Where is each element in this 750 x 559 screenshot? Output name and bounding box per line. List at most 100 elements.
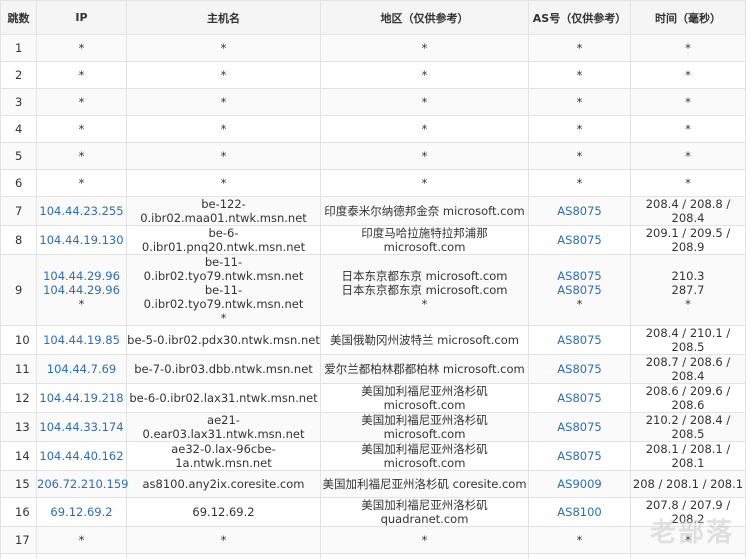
cell: AS8075 <box>528 412 631 442</box>
cell: * <box>36 169 127 197</box>
hop-row: 18103.79.78.127103.79.78.127美国加利福尼亚州洛杉矶 … <box>0 553 746 559</box>
cell: AS8075 <box>528 196 631 226</box>
link[interactable]: AS8075 <box>557 269 602 283</box>
hop-row: 11 104.44.7.69 be-7-0.ibr03.dbb.ntwk.msn.n… <box>0 354 746 384</box>
link[interactable]: 104.44.19.130 <box>39 233 124 247</box>
cell-text: ae32-0.lax-96cbe-1a.ntwk.msn.net <box>171 442 276 470</box>
cell-text: 美国加利福尼亚州洛杉矶 coresite.com <box>322 477 527 491</box>
cell: * <box>528 526 631 554</box>
cell-text: as8100.any2ix.coresite.com <box>142 477 305 491</box>
cell-text: be-11-0.ibr02.tyo79.ntwk.msn.net <box>143 283 304 311</box>
cell: be-7-0.ibr03.dbb.ntwk.msn.net <box>126 354 321 384</box>
link[interactable]: AS8075 <box>557 233 602 247</box>
cell-text: * <box>685 297 691 311</box>
cell-text: * <box>220 68 227 82</box>
cell: * <box>36 115 127 143</box>
cell: * <box>126 115 321 143</box>
cell: 14 <box>0 441 37 471</box>
hop-row: 1 * * * * * <box>0 34 746 62</box>
hop-row: 10 104.44.19.85 be-5-0.ibr02.pdx30.ntwk.ms… <box>0 325 746 355</box>
link[interactable]: 104.44.33.174 <box>39 420 124 434</box>
cell-text: 印度马哈拉施特拉邦浦那 microsoft.com <box>361 226 488 254</box>
cell-text: 6 <box>15 176 23 190</box>
link[interactable]: 104.44.29.96 <box>43 269 120 283</box>
cell: ae21-0.ear03.lax31.ntwk.msn.net <box>126 412 321 442</box>
cell: 美国加利福尼亚州洛杉矶 microsoft.com <box>320 383 529 413</box>
cell: 9 <box>0 254 37 326</box>
cell: 208.6 / 209.6 / 208.6 <box>630 383 746 413</box>
cell-text: 美国加利福尼亚州洛杉矶 microsoft.com <box>361 413 488 441</box>
cell: AS8075 <box>528 325 631 355</box>
cell-text: 美国加利福尼亚州洛杉矶 quadranet.com <box>361 498 488 526</box>
cell: 7 <box>0 196 37 226</box>
cell: 13 <box>0 412 37 442</box>
cell: 爱尔兰都柏林郡都柏林 microsoft.com <box>320 354 529 384</box>
cell: 8 <box>0 225 37 255</box>
cell-text: be-7-0.ibr03.dbb.ntwk.msn.net <box>134 362 313 376</box>
link[interactable]: 69.12.69.2 <box>50 505 113 519</box>
link[interactable]: AS8075 <box>557 362 602 376</box>
cell: 208.7 / 208.6 / 208.4 <box>630 354 746 384</box>
link[interactable]: AS8075 <box>557 333 602 347</box>
cell-text: * <box>78 122 85 136</box>
cell-text: 208.6 / 209.6 / 208.6 <box>645 384 731 412</box>
cell: be-5-0.ibr02.pdx30.ntwk.msn.net <box>126 325 321 355</box>
link[interactable]: AS8075 <box>557 204 602 218</box>
cell: 104.44.19.130 <box>36 225 127 255</box>
link[interactable]: AS8075 <box>557 283 602 297</box>
cell-text: 208.4 / 210.1 / 208.5 <box>645 326 731 354</box>
hop-row: 3 * * * * * <box>0 88 746 116</box>
cell: 210.3 287.7 * <box>630 254 746 326</box>
link[interactable]: 104.44.29.96 <box>43 283 120 297</box>
cell: 4 <box>0 115 37 143</box>
cell: * <box>126 34 321 62</box>
link[interactable]: 104.44.23.255 <box>39 204 124 218</box>
cell-text: 印度泰米尔纳德邦金奈 microsoft.com <box>324 204 525 218</box>
hop-row: 17 * * * * * <box>0 526 746 554</box>
cell-text: be-11-0.ibr02.tyo79.ntwk.msn.net <box>143 255 304 283</box>
cell-text: 12 <box>15 391 30 405</box>
cell: 103.79.78.127 <box>126 553 321 559</box>
cell: 美国加利福尼亚州洛杉矶 microsoft.com <box>320 412 529 442</box>
link[interactable]: AS8075 <box>557 391 602 405</box>
cell-text: 208.1 / 208.1 / 208.1 <box>645 442 731 470</box>
link[interactable]: AS8075 <box>557 449 602 463</box>
link[interactable]: AS9009 <box>557 477 602 491</box>
hop-row: 8 104.44.19.130 be-6-0.ibr01.pnq20.ntwk.ms… <box>0 225 746 255</box>
cell-text: 9 <box>15 283 23 297</box>
cell-text: * <box>220 176 227 190</box>
cell-text: 208.7 / 208.6 / 208.4 <box>645 355 731 383</box>
cell-text: be-6-0.ibr01.pnq20.ntwk.msn.net <box>141 226 306 254</box>
cell-text: 8 <box>15 233 23 247</box>
cell-text: 210.2 / 208.4 / 208.5 <box>645 413 731 441</box>
cell: * <box>320 34 529 62</box>
cell: * <box>630 526 746 554</box>
link[interactable]: AS8100 <box>557 505 602 519</box>
link[interactable]: 104.44.40.162 <box>39 449 124 463</box>
link[interactable]: 104.44.19.218 <box>39 391 124 405</box>
cell: 104.44.7.69 <box>36 354 127 384</box>
cell: as8100.any2ix.coresite.com <box>126 470 321 498</box>
cell-text: 日本东京都东京 microsoft.com <box>341 269 508 283</box>
cell: * <box>36 88 127 116</box>
link[interactable]: AS8075 <box>557 420 602 434</box>
cell: * <box>528 115 631 143</box>
cell-text: 208.4 / 208.8 / 208.4 <box>645 197 731 225</box>
link[interactable]: 104.44.7.69 <box>46 362 117 376</box>
cell-text: 13 <box>15 420 30 434</box>
cell: 208.9 / 208 / 208 <box>630 553 746 559</box>
cell: 104.44.19.218 <box>36 383 127 413</box>
cell: 104.44.23.255 <box>36 196 127 226</box>
cell-text: 2 <box>15 68 23 82</box>
link[interactable]: 104.44.19.85 <box>43 333 120 347</box>
link[interactable]: 206.72.210.159 <box>37 477 129 491</box>
cell-text: * <box>576 41 583 55</box>
cell-text: 15 <box>15 477 30 491</box>
cell-text: * <box>78 68 85 82</box>
cell: AS9009 <box>528 470 631 498</box>
cell: 印度马哈拉施特拉邦浦那 microsoft.com <box>320 225 529 255</box>
cell: AS8075 <box>528 354 631 384</box>
cell: * <box>630 142 746 170</box>
cell: 16 <box>0 497 37 527</box>
